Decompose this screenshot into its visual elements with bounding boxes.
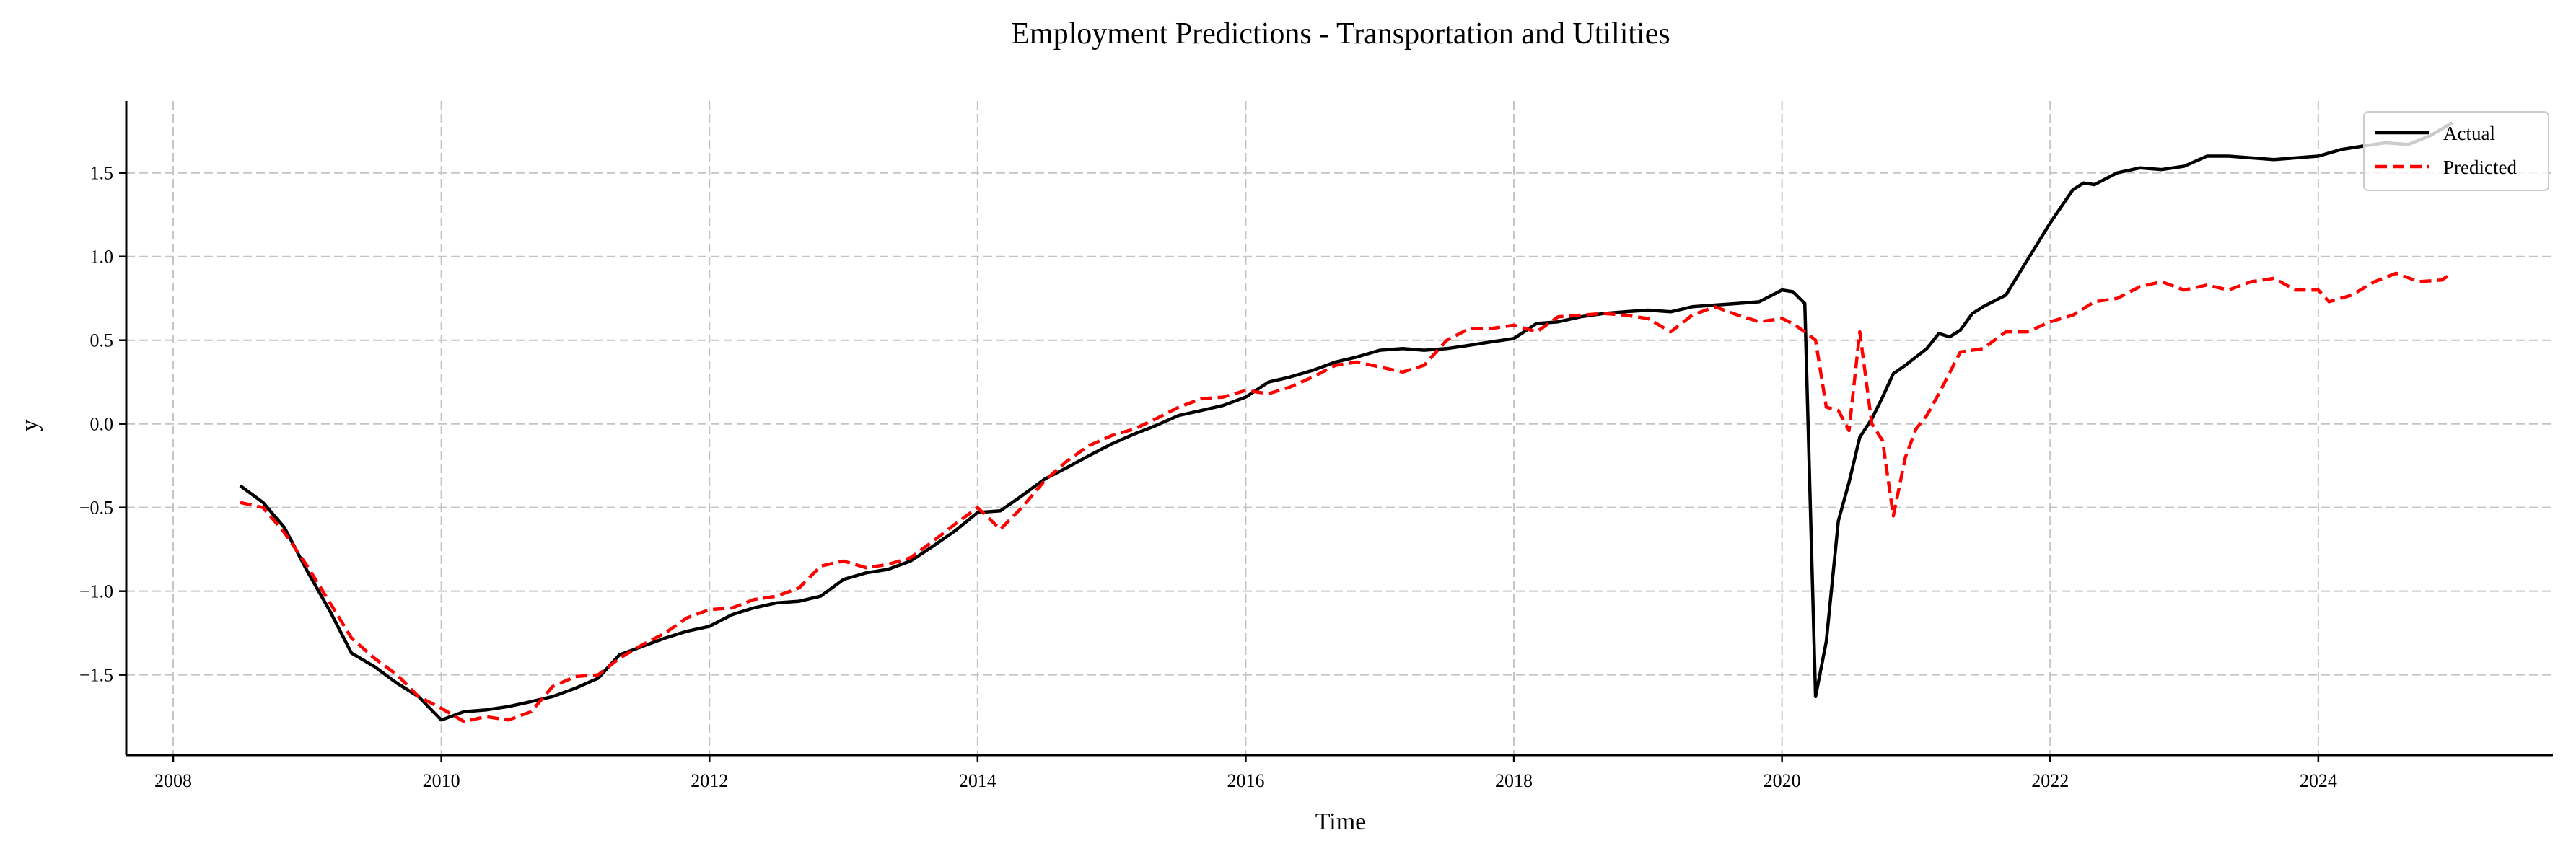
x-tick-label: 2022 xyxy=(2031,770,2069,791)
x-tick-label: 2016 xyxy=(1227,770,1264,791)
series-line-actual xyxy=(239,121,2453,722)
x-tick-label: 2010 xyxy=(423,770,460,791)
x-axis-label: Time xyxy=(1315,809,1367,835)
y-tick-label: 1.0 xyxy=(90,247,114,268)
x-tick-label: 2018 xyxy=(1495,770,1533,791)
axes xyxy=(125,101,2553,757)
y-tick-label: −1.5 xyxy=(79,665,113,686)
y-tick-label: 1.5 xyxy=(90,163,114,184)
x-tick-label: 2014 xyxy=(959,770,996,791)
y-tick-label: −0.5 xyxy=(79,498,113,519)
legend-label-predicted: Predicted xyxy=(2443,157,2517,178)
y-tick-label: 0.0 xyxy=(90,414,114,435)
series xyxy=(239,121,2453,723)
x-tick-label: 2008 xyxy=(154,770,192,791)
grid xyxy=(126,101,2553,755)
series-line-predicted xyxy=(240,271,2453,723)
legend-label-actual: Actual xyxy=(2443,123,2495,144)
y-axis-label: y xyxy=(17,420,43,432)
legend: Actual Predicted xyxy=(2363,111,2549,191)
x-tick-label: 2020 xyxy=(1764,770,1801,791)
x-tick-label: 2024 xyxy=(2300,770,2337,791)
ticks: 2008 2010 2012 2014 2016 2018 2020 2022 2024 −1.5… xyxy=(79,163,2337,791)
chart-title: Employment Predictions - Transportation … xyxy=(1011,17,1670,50)
y-tick-label: 0.5 xyxy=(90,330,114,351)
y-tick-label: −1.0 xyxy=(79,581,113,602)
x-tick-label: 2012 xyxy=(691,770,728,791)
